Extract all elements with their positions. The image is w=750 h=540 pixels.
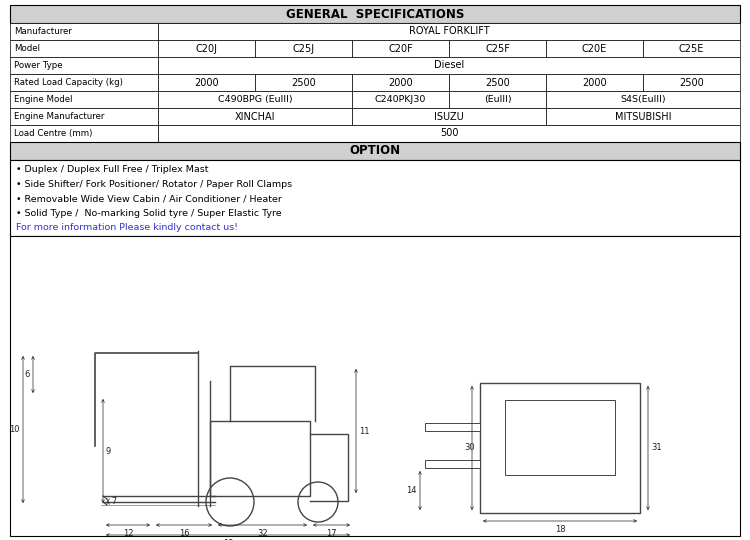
Text: For more information Please kindly contact us!: For more information Please kindly conta… (16, 222, 238, 232)
Text: C20E: C20E (582, 44, 608, 53)
Text: 30: 30 (464, 443, 475, 453)
Text: MITSUBISHI: MITSUBISHI (615, 111, 671, 122)
Text: • Duplex / Duplex Full Free / Triplex Mast: • Duplex / Duplex Full Free / Triplex Ma… (16, 165, 208, 174)
Bar (449, 74, 546, 91)
Text: 13: 13 (223, 539, 233, 540)
Text: S4S(EuIII): S4S(EuIII) (620, 95, 666, 104)
Bar (643, 40, 740, 57)
Bar (546, 91, 740, 108)
Text: ROYAL FORKLIFT: ROYAL FORKLIFT (409, 26, 489, 37)
Bar (546, 40, 643, 57)
Bar (158, 74, 255, 91)
Bar (158, 40, 255, 57)
Bar (10, 160, 740, 236)
Bar (643, 74, 740, 91)
Text: ISUZU: ISUZU (434, 111, 463, 122)
Bar (158, 91, 352, 108)
Text: 9: 9 (106, 447, 111, 456)
Text: • Solid Type /  No-marking Solid tyre / Super Elastic Tyre: • Solid Type / No-marking Solid tyre / S… (16, 209, 282, 218)
Bar (352, 91, 449, 108)
Bar (10, 125, 158, 142)
Text: 2500: 2500 (680, 78, 703, 87)
Text: 6: 6 (25, 370, 30, 379)
Text: Power Type: Power Type (14, 61, 62, 70)
Bar (546, 108, 740, 125)
Bar (449, 91, 546, 108)
Text: 14: 14 (406, 486, 417, 495)
Text: Model: Model (14, 44, 40, 53)
Bar (10, 142, 740, 160)
Bar (10, 5, 740, 23)
Bar (10, 108, 158, 125)
Text: Engine Manufacturer: Engine Manufacturer (14, 112, 104, 121)
Text: • Side Shifter/ Fork Positioner/ Rotator / Paper Roll Clamps: • Side Shifter/ Fork Positioner/ Rotator… (16, 180, 292, 189)
Bar (425, 423, 480, 431)
Bar (505, 400, 615, 475)
Text: 2000: 2000 (194, 78, 219, 87)
Text: C240PKJ30: C240PKJ30 (375, 95, 426, 104)
Bar (158, 57, 740, 74)
Bar (10, 91, 158, 108)
Text: 17: 17 (326, 529, 337, 538)
Text: XINCHAI: XINCHAI (235, 111, 275, 122)
Bar (255, 74, 352, 91)
Text: 16: 16 (178, 529, 189, 538)
Text: 18: 18 (555, 525, 566, 534)
Bar (10, 23, 158, 40)
Text: 2000: 2000 (582, 78, 607, 87)
Bar (352, 74, 449, 91)
Text: 500: 500 (440, 129, 458, 138)
Bar (158, 125, 740, 142)
Bar (352, 108, 546, 125)
Text: 32: 32 (257, 529, 268, 538)
Bar (425, 460, 480, 468)
Bar (255, 40, 352, 57)
Text: 2500: 2500 (485, 78, 510, 87)
Text: C25J: C25J (292, 44, 314, 53)
Text: 10: 10 (10, 425, 20, 434)
Text: • Removable Wide View Cabin / Air Conditioner / Heater: • Removable Wide View Cabin / Air Condit… (16, 194, 282, 204)
Bar (546, 74, 643, 91)
Bar (10, 57, 158, 74)
Text: (EuIII): (EuIII) (484, 95, 512, 104)
Text: Manufacturer: Manufacturer (14, 27, 72, 36)
Text: 7: 7 (111, 497, 116, 506)
Bar (158, 23, 740, 40)
Text: C25F: C25F (485, 44, 510, 53)
Bar (10, 74, 158, 91)
Bar (480, 383, 640, 513)
Text: 2500: 2500 (291, 78, 316, 87)
Text: Rated Load Capacity (kg): Rated Load Capacity (kg) (14, 78, 123, 87)
Bar (352, 40, 449, 57)
Text: Diesel: Diesel (433, 60, 464, 71)
Text: Load Centre (mm): Load Centre (mm) (14, 129, 92, 138)
Text: OPTION: OPTION (350, 145, 400, 158)
Bar (10, 40, 158, 57)
Bar (10, 236, 740, 536)
Text: GENERAL  SPECIFICATIONS: GENERAL SPECIFICATIONS (286, 8, 464, 21)
Text: 31: 31 (651, 443, 662, 453)
Bar (449, 40, 546, 57)
Text: C20J: C20J (196, 44, 217, 53)
Text: C25E: C25E (679, 44, 704, 53)
Text: C490BPG (EuIII): C490BPG (EuIII) (217, 95, 292, 104)
Text: 11: 11 (359, 427, 370, 435)
Text: Engine Model: Engine Model (14, 95, 73, 104)
Text: 12: 12 (123, 529, 134, 538)
Text: C20F: C20F (388, 44, 412, 53)
Bar (158, 108, 352, 125)
Text: 2000: 2000 (388, 78, 412, 87)
